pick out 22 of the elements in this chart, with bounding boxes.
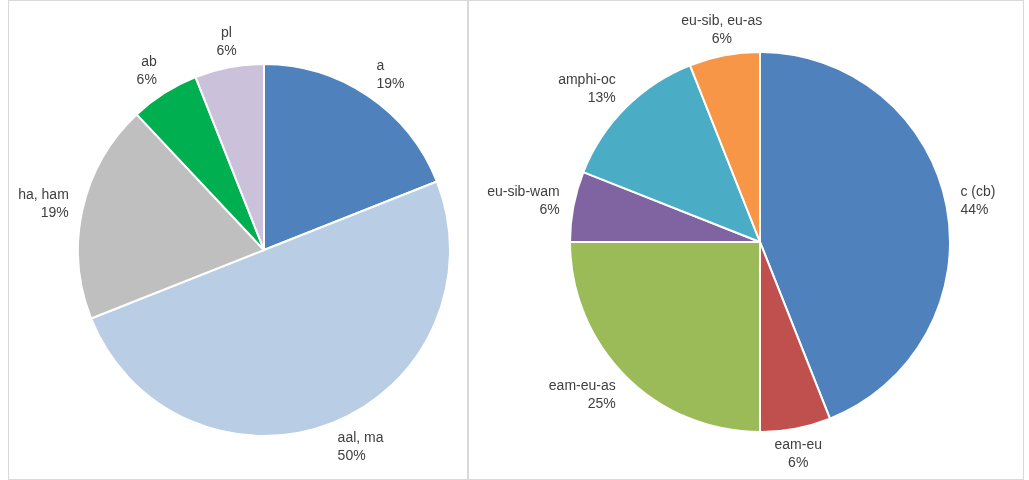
slice-label: eu-sib, eu-as (681, 11, 763, 28)
data-label: 50% (337, 446, 366, 463)
slice-label: amphi-oc (558, 71, 616, 88)
data-label: 19% (40, 203, 69, 220)
data-label: 44% (960, 201, 989, 218)
slice-label: ha, ham (18, 185, 69, 202)
slice-label: eam-eu (774, 436, 822, 453)
slice-label: c (cb) (960, 183, 996, 200)
data-label: 6% (539, 201, 560, 218)
slice-label: ab (141, 52, 158, 69)
slice-label: eu-sib-wam (487, 183, 560, 200)
data-label: 6% (711, 29, 732, 46)
slice-label: pl (221, 23, 232, 40)
slice-label: a (376, 56, 385, 73)
data-label: 6% (136, 70, 157, 87)
slice-label: eam-eu-as (548, 376, 616, 393)
data-label: 19% (376, 74, 405, 91)
data-label: 13% (587, 89, 616, 106)
data-label: 6% (788, 454, 809, 471)
data-label: 6% (216, 41, 237, 58)
data-label: 25% (587, 394, 616, 411)
slice-label: aal, ma (337, 428, 384, 445)
